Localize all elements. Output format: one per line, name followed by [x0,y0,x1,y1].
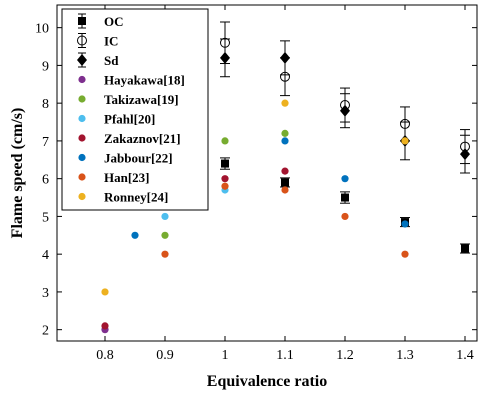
data-point-takizawa-19 [281,129,289,137]
y-tick-label: 8 [42,97,49,112]
data-point-ronney-24 [281,99,289,107]
series-han-23 [161,182,409,258]
data-point-oc [221,159,229,168]
x-tick-label: 0.8 [96,348,114,363]
data-point-sd [280,51,290,64]
x-axis: 0.8 0.9 1 1.1 1.2 1.3 1.4 [96,5,474,363]
series-ronney-24 [101,99,409,296]
x-tick-label: 1.2 [336,348,354,363]
legend-label: Takizawa[19] [104,92,179,107]
data-point-sd [340,104,350,117]
y-tick-label: 10 [35,22,49,37]
legend-entry-sd: Sd [77,52,119,68]
x-tick-label: 1.1 [276,348,294,363]
data-point-han-23 [221,182,229,190]
legend-marker-ic [77,35,87,46]
legend-marker-hayakawa-18 [78,75,86,84]
data-point-zakaznov-21 [221,175,229,183]
data-point-oc [341,193,349,202]
data-point-han-23 [281,186,289,194]
data-point-oc [461,244,469,253]
y-axis: 2 3 4 5 6 7 8 9 10 [35,22,477,339]
series-jabbour-22 [131,137,409,239]
x-tick-label: 1.4 [456,348,474,363]
legend-marker-oc [78,17,86,25]
legend-marker-pfahl-20 [78,114,86,123]
y-tick-label: 4 [42,248,49,263]
legend-label: Hayakawa[18] [104,73,185,88]
y-tick-label: 7 [42,135,49,150]
data-point-zakaznov-21 [101,322,109,330]
x-tick-label: 1 [222,348,229,363]
legend-entry-takizawa-19: Takizawa[19] [78,92,179,107]
legend-entry-pfahl-20: Pfahl[20] [78,112,155,127]
data-point-jabbour-22 [401,220,409,228]
series-sd [220,38,470,174]
legend-entry-ronney-24: Ronney[24] [78,190,168,205]
legend-label: Pfahl[20] [104,112,155,127]
data-point-zakaznov-21 [281,167,289,175]
data-point-han-23 [161,250,169,258]
legend-label: OC [104,14,124,29]
data-point-jabbour-22 [131,231,139,239]
legend-label: IC [104,34,118,49]
legend-label: Sd [104,53,119,68]
y-tick-label: 6 [42,173,49,188]
legend-entry-hayakawa-18: Hayakawa[18] [78,73,185,88]
legend-marker-ronney-24 [78,192,86,201]
data-point-pfahl-20 [161,212,169,221]
data-point-ronney-24 [101,288,109,296]
legend-label: Zakaznov[21] [104,131,181,146]
legend-marker-takizawa-19 [78,95,86,103]
data-point-oc [281,178,289,187]
legend-label: Ronney[24] [104,190,168,205]
y-tick-label: 9 [42,59,49,74]
data-point-han-23 [401,250,409,258]
legend-marker-han-23 [78,173,86,181]
y-tick-label: 2 [42,324,49,339]
series-takizawa-19 [161,129,289,239]
data-point-jabbour-22 [281,137,289,145]
data-point-takizawa-19 [221,137,229,145]
legend-marker-zakaznov-21 [78,134,86,142]
x-tick-label: 1.3 [396,348,414,363]
y-tick-label: 5 [42,210,49,225]
data-point-jabbour-22 [341,175,349,183]
legend-entry-han-23: Han[23] [78,170,150,185]
data-marks [101,21,470,334]
data-point-sd [460,148,470,161]
data-point-han-23 [341,212,349,221]
legend-marker-jabbour-22 [78,153,86,162]
legend-label: Han[23] [104,170,150,185]
data-point-ronney-24 [401,137,409,145]
legend-entry-ic: IC [77,33,118,49]
x-axis-title: Equivalence ratio [207,373,327,390]
legend-entry-jabbour-22: Jabbour[22] [78,151,173,166]
data-point-sd [220,51,230,64]
data-point-takizawa-19 [161,231,169,239]
legend-label: Jabbour[22] [104,151,173,166]
series-zakaznov-21 [101,167,289,330]
y-axis-title: Flame speed (cm/s) [9,108,26,239]
y-tick-label: 3 [42,286,49,301]
legend-marker-sd [77,54,87,66]
legend-entry-oc: OC [78,13,124,29]
x-tick-label: 0.9 [156,348,174,363]
legend: OC IC Sd Hayakawa[18] Takizawa[19] Pfahl[20] Z… [61,8,209,211]
legend-entry-zakaznov-21: Zakaznov[21] [78,131,181,146]
